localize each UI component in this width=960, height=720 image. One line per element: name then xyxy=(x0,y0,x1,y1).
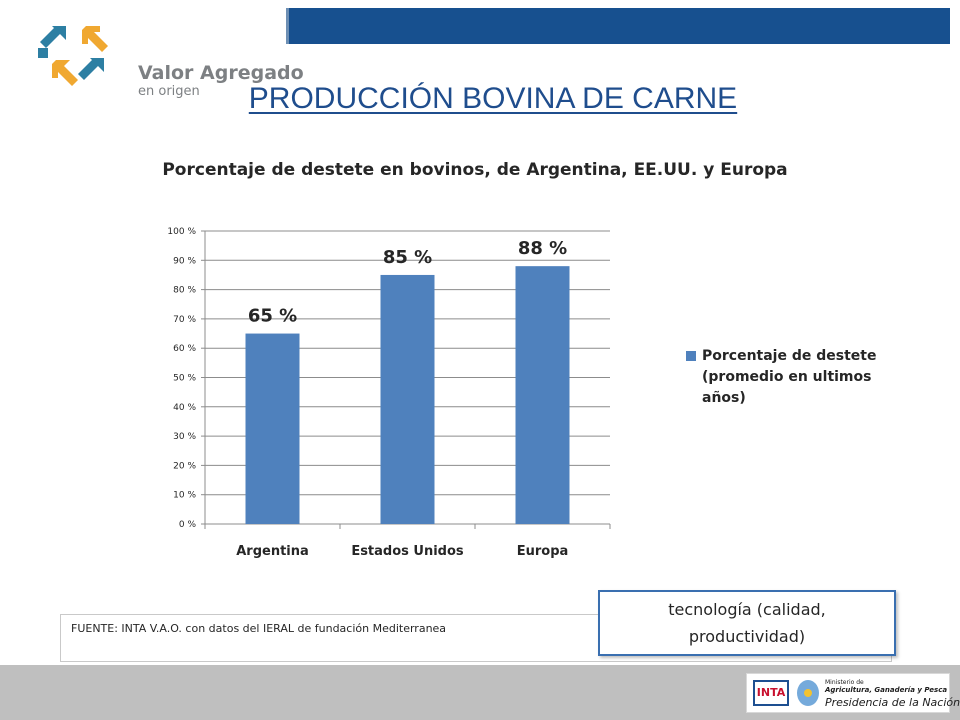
logo-title: Valor Agregado xyxy=(138,62,304,84)
data-label: 65 % xyxy=(248,306,297,327)
ministry-line-3: Presidencia de la Nación xyxy=(825,696,960,709)
national-seal-icon xyxy=(797,680,819,706)
source-text: FUENTE: INTA V.A.O. con datos del IERAL … xyxy=(71,622,447,635)
y-tick-label: 40 % xyxy=(173,403,196,413)
x-tick-label: Estados Unidos xyxy=(351,544,464,559)
y-tick-label: 100 % xyxy=(167,227,196,237)
callout-line-1: tecnología (calidad, xyxy=(668,600,826,619)
x-tick-label: Argentina xyxy=(236,544,309,559)
y-tick-label: 70 % xyxy=(173,315,196,325)
bar-chart: 0 % 10 % 20 % 30 % 40 % 50 % 60 % 70 % 80 % 90 % 1… xyxy=(167,227,611,559)
logo-subtitle: en origen xyxy=(138,84,200,99)
y-tick-label: 50 % xyxy=(173,374,196,384)
bar xyxy=(380,274,435,524)
y-tick-label: 10 % xyxy=(173,491,196,501)
y-tick-label: 20 % xyxy=(173,461,196,471)
bar xyxy=(515,266,570,524)
page-title: PRODUCCIÓN BOVINA DE CARNE xyxy=(248,82,738,115)
header-banner xyxy=(286,8,950,44)
y-tick-label: 0 % xyxy=(179,520,197,530)
data-label: 85 % xyxy=(383,247,432,268)
inta-logo: INTA xyxy=(753,680,789,706)
chart-title: Porcentaje de destete en bovinos, de Arg… xyxy=(162,160,788,180)
valor-agregado-logo: Valor Agregado en origen xyxy=(20,10,304,100)
legend-label: Porcentaje de destete (promedio en ultim… xyxy=(702,348,877,406)
arrows-logo-icon xyxy=(38,26,108,86)
government-logo: INTA Ministerio de Agricultura, Ganaderí… xyxy=(746,673,960,713)
y-tick-label: 90 % xyxy=(173,256,196,266)
chart-legend: Porcentaje de destete (promedio en ultim… xyxy=(686,346,896,409)
callout-line-2: productividad) xyxy=(688,627,806,646)
bar xyxy=(245,333,300,524)
y-tick-label: 30 % xyxy=(173,432,196,442)
ministry-line-2: Agricultura, Ganadería y Pesca xyxy=(825,686,948,694)
legend-swatch xyxy=(686,351,696,361)
y-tick-label: 60 % xyxy=(173,344,196,354)
ministry-line-1: Ministerio de xyxy=(825,679,864,686)
data-label: 88 % xyxy=(518,238,567,259)
technology-callout: tecnología (calidad, productividad) xyxy=(598,590,896,656)
y-tick-label: 80 % xyxy=(173,286,196,296)
x-tick-label: Europa xyxy=(517,544,569,559)
